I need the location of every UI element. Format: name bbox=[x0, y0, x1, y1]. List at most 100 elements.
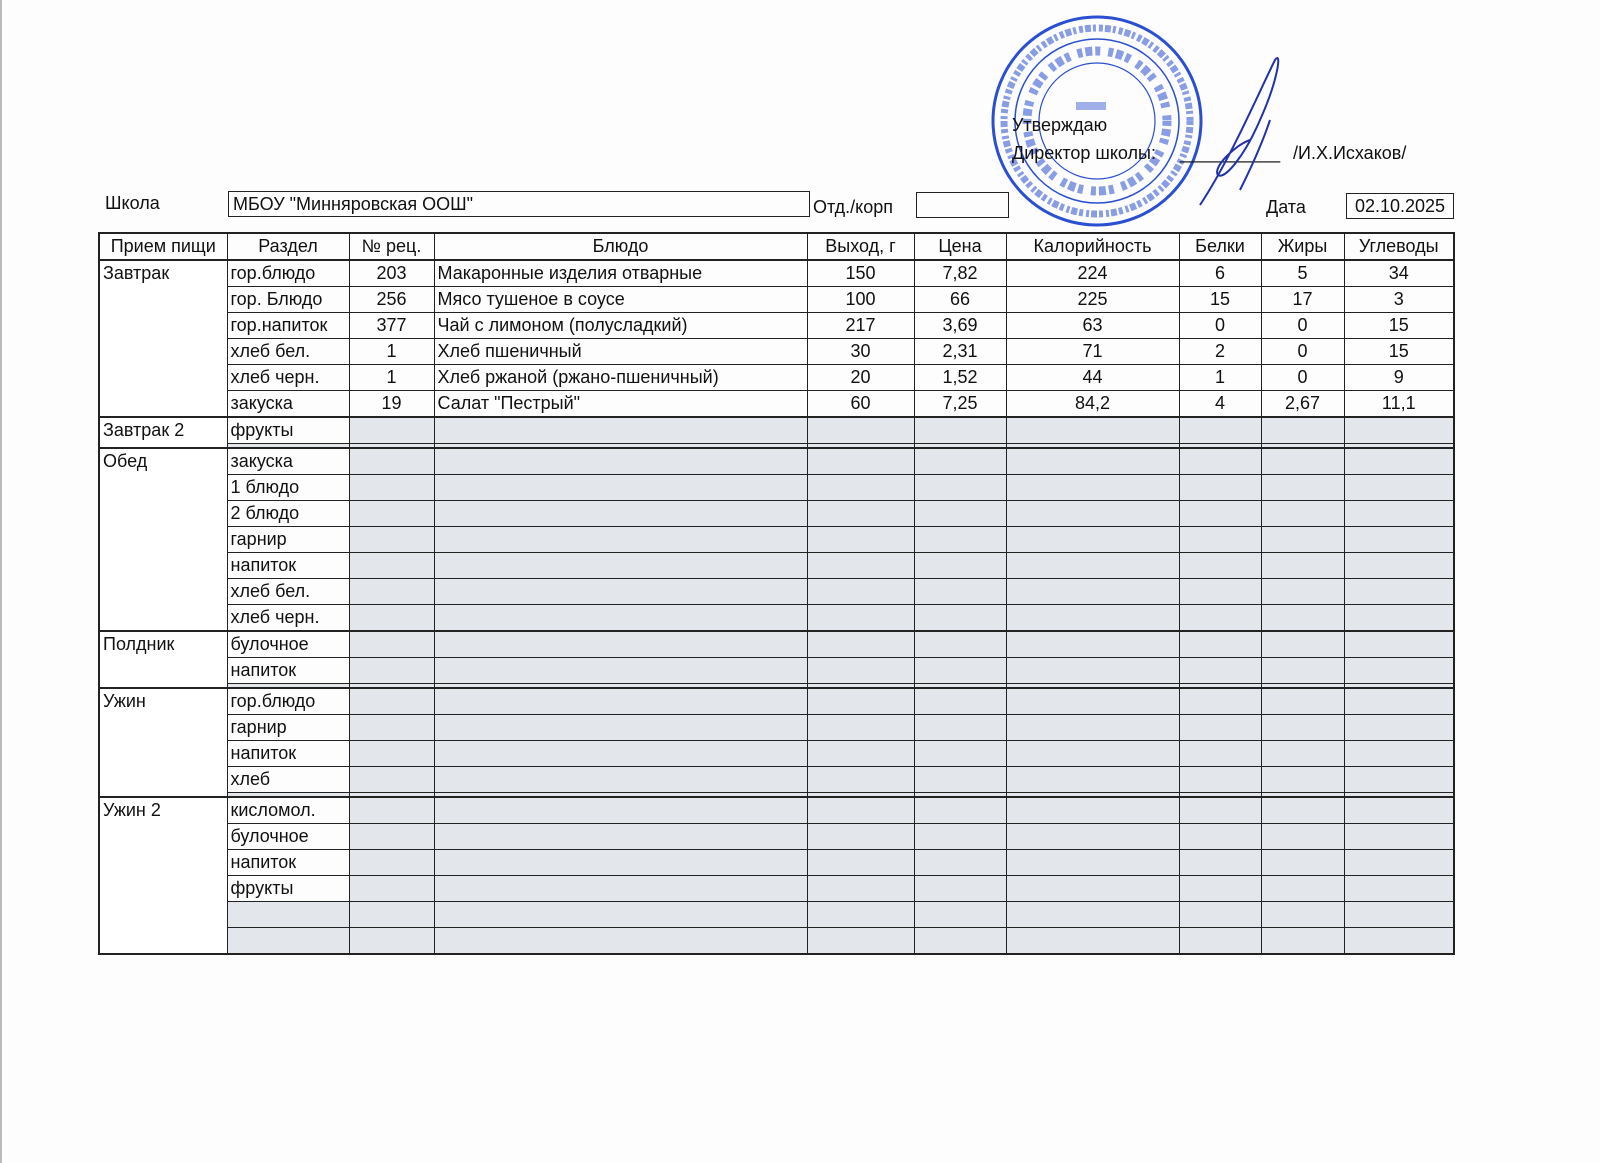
price-cell bbox=[913, 823, 1007, 850]
fat-cell bbox=[1260, 630, 1345, 658]
dept-label: Отд./корп bbox=[813, 197, 893, 217]
protein-cell: 0 bbox=[1178, 312, 1262, 339]
kcal-cell bbox=[1005, 630, 1180, 658]
table-row: закуска 19 Салат "Пестрый" 60 7,25 84,2 4 2,67 1… bbox=[99, 390, 1455, 418]
price-cell: 1,52 bbox=[913, 364, 1007, 391]
dish-cell bbox=[433, 740, 808, 767]
yield-cell: 60 bbox=[806, 390, 915, 418]
protein-cell bbox=[1178, 630, 1262, 658]
recipe-cell bbox=[348, 714, 435, 741]
protein-cell bbox=[1178, 740, 1262, 767]
yield-cell bbox=[806, 416, 915, 444]
carbs-cell bbox=[1343, 474, 1455, 501]
column-header-section: Раздел bbox=[226, 232, 350, 261]
section-cell: гор.напиток bbox=[226, 312, 350, 339]
kcal-cell bbox=[1005, 740, 1180, 767]
kcal-cell bbox=[1005, 604, 1180, 632]
recipe-cell bbox=[348, 901, 435, 928]
dish-cell bbox=[433, 875, 808, 902]
dish-cell bbox=[433, 823, 808, 850]
carbs-cell bbox=[1343, 657, 1455, 684]
kcal-cell bbox=[1005, 578, 1180, 605]
header-row: Прием пищи Раздел № рец. Блюдо Выход, г Цена К… bbox=[98, 232, 1455, 261]
carbs-cell bbox=[1343, 927, 1455, 955]
yield-cell bbox=[806, 927, 915, 955]
recipe-cell bbox=[348, 552, 435, 579]
table-row: гор.напиток 377 Чай с лимоном (полусладкий… bbox=[99, 312, 1455, 339]
recipe-cell bbox=[348, 849, 435, 876]
yield-cell bbox=[806, 687, 915, 715]
fat-cell bbox=[1260, 604, 1345, 632]
kcal-cell bbox=[1005, 901, 1180, 928]
dish-cell bbox=[433, 714, 808, 741]
kcal-cell bbox=[1005, 766, 1180, 793]
fat-cell bbox=[1260, 823, 1345, 850]
carbs-cell bbox=[1343, 687, 1455, 715]
yield-cell bbox=[806, 604, 915, 632]
fat-cell bbox=[1260, 657, 1345, 684]
dish-cell bbox=[433, 630, 808, 658]
dish-cell bbox=[433, 687, 808, 715]
recipe-cell bbox=[348, 766, 435, 793]
section-cell: напиток bbox=[226, 849, 350, 876]
protein-cell: 1 bbox=[1178, 364, 1262, 391]
fat-cell bbox=[1260, 447, 1345, 475]
yield-cell bbox=[806, 578, 915, 605]
director-name: /И.Х.Исхаков/ bbox=[1293, 143, 1407, 163]
carbs-cell bbox=[1343, 875, 1455, 902]
column-header-price: Цена bbox=[913, 232, 1007, 261]
carbs-cell bbox=[1343, 740, 1455, 767]
kcal-cell bbox=[1005, 526, 1180, 553]
protein-cell bbox=[1178, 604, 1262, 632]
price-cell bbox=[913, 416, 1007, 444]
protein-cell bbox=[1178, 714, 1262, 741]
section-cell: 1 блюдо bbox=[226, 474, 350, 501]
dept-field[interactable] bbox=[916, 192, 1009, 218]
dish-cell: Чай с лимоном (полусладкий) bbox=[433, 312, 808, 339]
recipe-cell: 256 bbox=[348, 286, 435, 313]
price-cell: 66 bbox=[913, 286, 1007, 313]
dish-cell: Мясо тушеное в соусе bbox=[433, 286, 808, 313]
table-row: булочное bbox=[99, 823, 1455, 850]
protein-cell: 15 bbox=[1178, 286, 1262, 313]
date-field[interactable]: 02.10.2025 bbox=[1346, 193, 1454, 219]
fat-cell: 0 bbox=[1260, 338, 1345, 365]
kcal-cell bbox=[1005, 849, 1180, 876]
recipe-cell bbox=[348, 526, 435, 553]
recipe-cell: 203 bbox=[348, 259, 435, 287]
carbs-cell: 11,1 bbox=[1343, 390, 1455, 418]
yield-cell bbox=[806, 657, 915, 684]
price-cell bbox=[913, 927, 1007, 955]
school-field[interactable]: МБОУ "Минняровская ООШ" bbox=[228, 191, 810, 217]
director-label: Директор школы: bbox=[1012, 143, 1156, 163]
protein-cell bbox=[1178, 901, 1262, 928]
dish-cell bbox=[433, 604, 808, 632]
recipe-cell bbox=[348, 875, 435, 902]
table-row: напиток bbox=[99, 657, 1455, 684]
dish-cell: Хлеб пшеничный bbox=[433, 338, 808, 365]
fat-cell bbox=[1260, 552, 1345, 579]
table-row: 1 блюдо bbox=[99, 474, 1455, 501]
price-cell bbox=[913, 526, 1007, 553]
carbs-cell bbox=[1343, 796, 1455, 824]
yield-cell bbox=[806, 500, 915, 527]
recipe-cell bbox=[348, 447, 435, 475]
kcal-cell: 44 bbox=[1005, 364, 1180, 391]
recipe-cell bbox=[348, 657, 435, 684]
protein-cell bbox=[1178, 447, 1262, 475]
fat-cell bbox=[1260, 578, 1345, 605]
fat-cell bbox=[1260, 714, 1345, 741]
price-cell bbox=[913, 875, 1007, 902]
carbs-cell bbox=[1343, 604, 1455, 632]
scan-edge bbox=[0, 0, 2, 1163]
table-row: Завтрак 2 фрукты bbox=[98, 416, 1455, 449]
protein-cell bbox=[1178, 927, 1262, 955]
yield-cell: 100 bbox=[806, 286, 915, 313]
section-cell: хлеб черн. bbox=[226, 604, 350, 632]
price-cell bbox=[913, 687, 1007, 715]
section-cell: гор.блюдо bbox=[226, 687, 350, 715]
fat-cell bbox=[1260, 766, 1345, 793]
dish-cell bbox=[433, 447, 808, 475]
price-cell bbox=[913, 766, 1007, 793]
table-row: хлеб бел. 1 Хлеб пшеничный 30 2,31 71 2 0 15 bbox=[99, 338, 1455, 365]
